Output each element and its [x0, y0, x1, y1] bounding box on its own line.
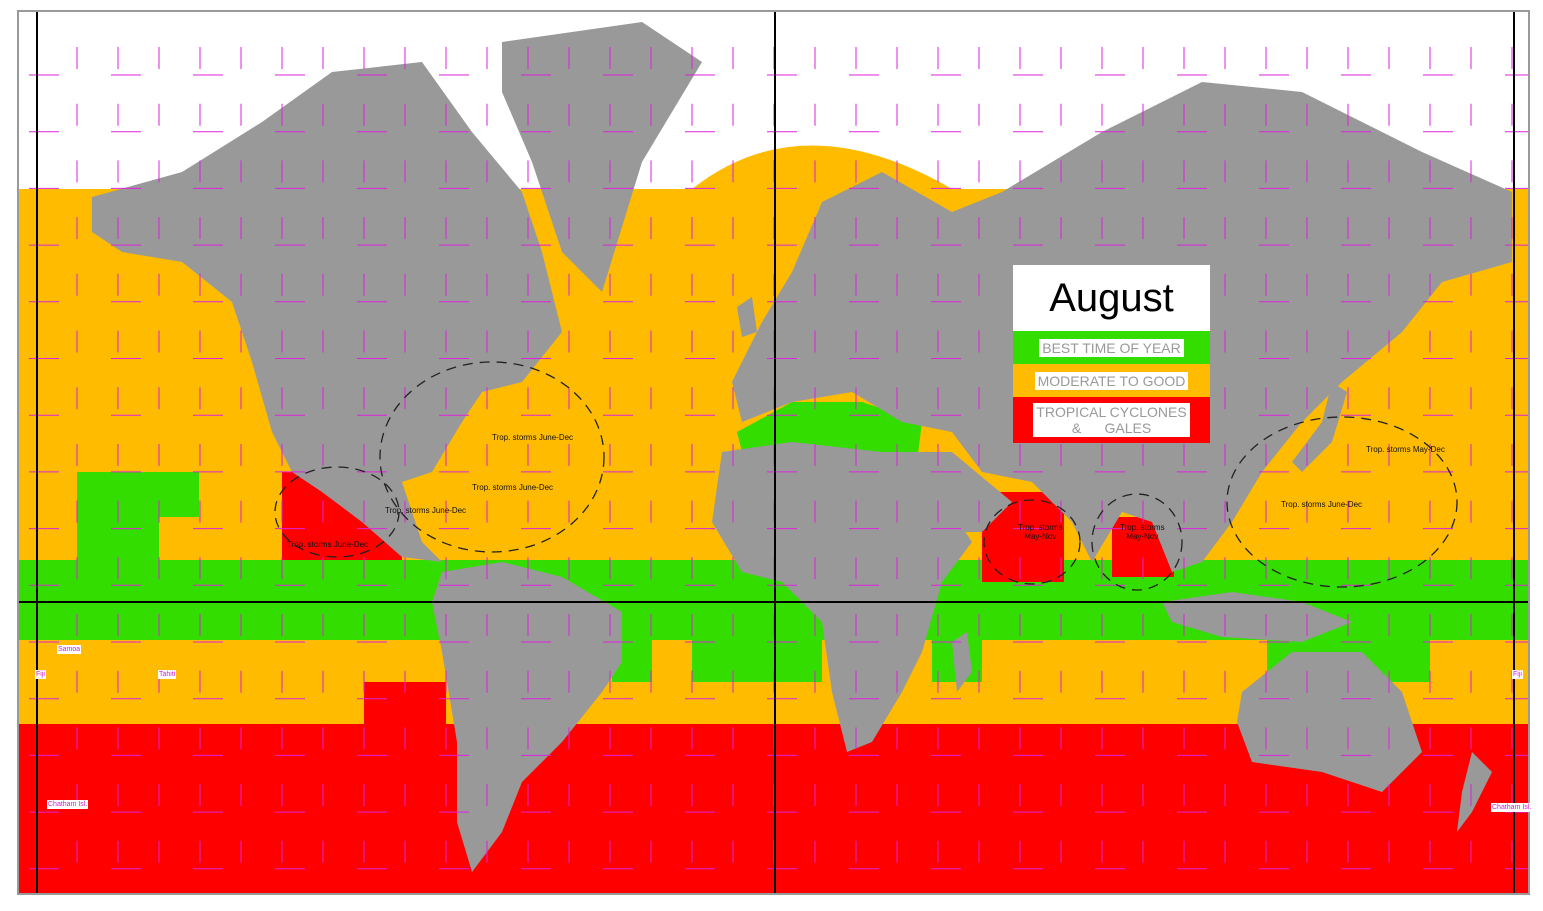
map-canvas: [19, 12, 1528, 893]
storm-label-atlantic-north: Trop. storms June-Dec: [492, 433, 574, 442]
land-new-zealand: [1457, 752, 1492, 832]
land-japan: [1292, 382, 1347, 472]
island-label-chatham-right: Chatham Isl.: [1491, 803, 1533, 812]
land-africa: [712, 442, 972, 752]
storm-label-line: May-Nov: [1126, 532, 1159, 541]
land-se-asia-islands: [1162, 592, 1352, 642]
legend-label-cyclones: TROPICAL CYCLONES & GALES: [1033, 403, 1190, 437]
storm-label-bay-of-bengal: Trop. storms May-Nov: [1120, 523, 1165, 541]
legend-item-best: BEST TIME OF YEAR: [1013, 331, 1210, 364]
legend-label-line: TROPICAL CYCLONES: [1036, 404, 1187, 420]
storm-zones: [274, 361, 1458, 591]
storm-zone-atlantic: [379, 361, 605, 553]
storm-label-arabian-sea: Trop. storms May-Nov: [1018, 523, 1063, 541]
zone-best-hawaii: [77, 472, 199, 560]
legend-item-cyclones: TROPICAL CYCLONES & GALES: [1013, 397, 1210, 443]
legend-item-moderate: MODERATE TO GOOD: [1013, 364, 1210, 397]
storm-label-west-pacific: Trop. storms June-Dec: [1281, 500, 1363, 509]
island-label-fiji-left: Fiji: [35, 670, 46, 679]
land-north-america: [92, 62, 562, 562]
island-label-tahiti: Tahiti: [158, 670, 177, 679]
legend-label-moderate: MODERATE TO GOOD: [1034, 371, 1189, 390]
land: [92, 22, 1512, 872]
land-greenland: [502, 22, 702, 292]
reference-lines: [19, 12, 1528, 893]
world-map: [17, 10, 1530, 895]
legend-title: August: [1013, 265, 1210, 331]
storm-label-atlantic: Trop. storms June-Dec: [472, 483, 554, 492]
storm-zone-east-pacific: [274, 466, 400, 558]
land-uk: [737, 297, 757, 337]
storm-label-gulf: Trop. storms June-Dec: [385, 506, 467, 515]
island-label-chatham-left: Chatham Isl.: [47, 800, 89, 809]
land-madagascar: [952, 632, 972, 692]
land-australia: [1237, 652, 1422, 792]
island-label-fiji-right: Fiji: [1512, 670, 1523, 679]
storm-label-line: Trop. storms: [1018, 523, 1063, 532]
legend: August BEST TIME OF YEAR MODERATE TO GOO…: [1013, 265, 1210, 443]
island-label-samoa: Samoa: [57, 645, 82, 654]
storm-label-east-pacific: Trop. storms June-Dec: [287, 540, 369, 549]
zone-best-south-atlantic-2: [692, 640, 822, 682]
storm-zone-arabian: [983, 499, 1081, 585]
storm-label-line: May-Nov: [1024, 532, 1057, 541]
storm-label-line: Trop. storms: [1120, 523, 1165, 532]
legend-label-line: & GALES: [1071, 420, 1152, 436]
land-south-america: [432, 562, 622, 872]
moderate-dome: [692, 145, 952, 189]
storm-zone-west-pacific: [1226, 416, 1458, 588]
storm-zone-bengal: [1091, 493, 1183, 591]
legend-label-best: BEST TIME OF YEAR: [1039, 338, 1184, 357]
storm-label-west-pacific-north: Trop. storms May-Dec: [1366, 445, 1445, 454]
